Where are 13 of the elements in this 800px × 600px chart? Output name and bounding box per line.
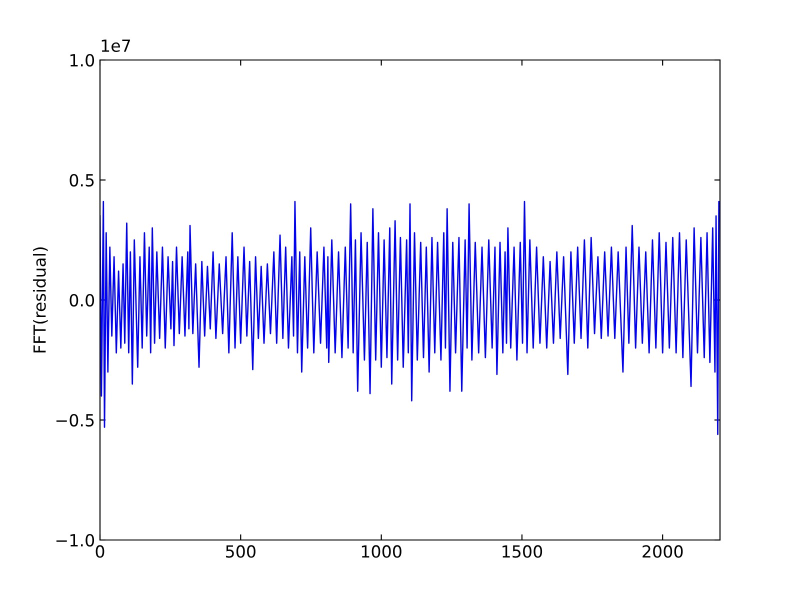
line-series — [100, 200, 720, 436]
y-tick-label: −1.0 — [56, 534, 94, 547]
x-tick-label: 1000 — [362, 545, 402, 558]
text: 1e7 — [102, 40, 130, 52]
x-tick-label: 500 — [226, 545, 256, 558]
y-tick-label: 0.0 — [70, 294, 94, 307]
y-axis-title: FFT(residual) — [32, 247, 48, 352]
x-tick-label: 0 — [96, 545, 104, 558]
y-tick-label: 1.0 — [70, 54, 94, 67]
x-tick-label: 2000 — [642, 545, 683, 558]
y-tick-label: −0.5 — [56, 414, 94, 427]
y-tick-label: 0.5 — [70, 174, 94, 187]
x-tick-label: 1500 — [502, 545, 542, 558]
